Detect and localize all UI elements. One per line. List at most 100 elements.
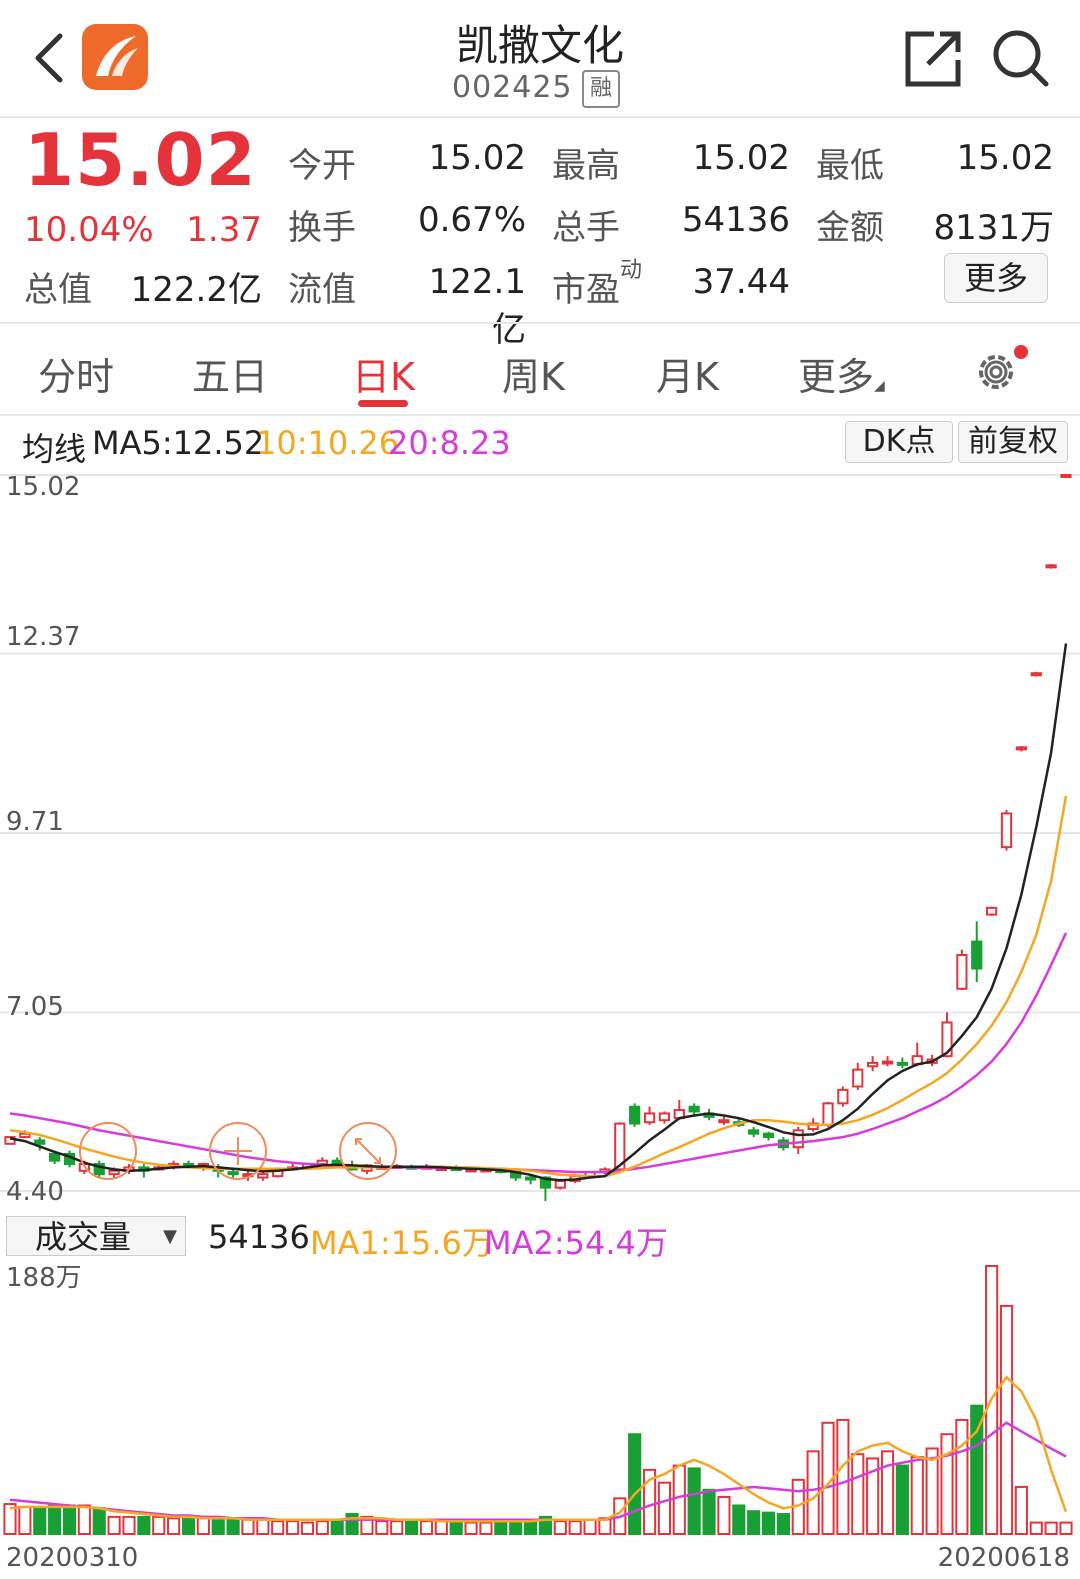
volume-bar xyxy=(390,1520,404,1536)
volume-bar xyxy=(895,1464,909,1535)
indicator-select-label: 成交量 xyxy=(35,1218,132,1256)
notification-dot xyxy=(1014,345,1028,359)
volume-bar xyxy=(642,1468,657,1535)
volume-bar xyxy=(851,1453,865,1535)
candle xyxy=(881,1060,894,1065)
y-tick-label: 12.37 xyxy=(6,622,80,652)
event-marker-icon[interactable] xyxy=(79,1122,137,1180)
volume-bar xyxy=(226,1518,240,1536)
more-quote-button[interactable]: 更多 xyxy=(944,253,1048,303)
stock-code: 002425 xyxy=(452,70,573,105)
volume-bar xyxy=(449,1520,463,1536)
volume-bar xyxy=(880,1450,895,1536)
event-marker-plus-icon[interactable] xyxy=(209,1122,267,1180)
volume-bar xyxy=(761,1511,776,1535)
candle xyxy=(807,1122,819,1130)
tab-weekly-k[interactable]: 周K xyxy=(502,355,565,399)
candle xyxy=(852,1068,864,1088)
volume-bar xyxy=(181,1517,196,1536)
dk-point-button[interactable]: DK点 xyxy=(845,421,953,463)
volume-bar xyxy=(211,1518,225,1536)
header-bar: 凯撒文化 002425 融 xyxy=(0,0,1080,118)
pe-superscript: 动 xyxy=(620,258,643,283)
ma5-line xyxy=(9,643,1068,1182)
ma20-line xyxy=(9,932,1068,1174)
divider xyxy=(0,414,1080,416)
tab-five-day[interactable]: 五日 xyxy=(192,355,269,399)
margin-badge: 融 xyxy=(582,70,620,108)
volume-bar xyxy=(3,1503,17,1535)
kline-chart[interactable]: 15.02 12.37 9.71 7.05 4.40 xyxy=(0,465,1080,1210)
volume-bar xyxy=(910,1456,924,1535)
volume-bar xyxy=(18,1505,32,1535)
volume-bar xyxy=(687,1467,701,1536)
pe-value: 37.44 xyxy=(692,262,790,302)
volume-bar xyxy=(92,1507,106,1535)
candle xyxy=(748,1129,760,1135)
current-price: 15.02 xyxy=(24,118,257,202)
volume-bar xyxy=(241,1518,255,1536)
tab-intraday[interactable]: 分时 xyxy=(38,355,115,399)
indicator-select[interactable]: 成交量 ▼ xyxy=(6,1216,186,1256)
volume-bar xyxy=(1044,1521,1058,1535)
candle xyxy=(34,1139,46,1145)
volume-bar xyxy=(464,1521,478,1535)
volume-bar xyxy=(405,1520,419,1536)
forward-adjust-button[interactable]: 前复权 xyxy=(958,421,1068,463)
gear-icon[interactable] xyxy=(972,348,1020,396)
candle xyxy=(1045,564,1057,569)
volume-bar xyxy=(940,1433,954,1535)
volume-bar xyxy=(167,1517,181,1536)
volume-bar xyxy=(717,1495,731,1536)
volume-bar xyxy=(107,1515,121,1535)
candle xyxy=(941,1021,953,1058)
candle xyxy=(986,906,998,916)
change-amount: 1.37 xyxy=(186,210,262,250)
y-tick-label: 7.05 xyxy=(6,992,64,1022)
chevron-down-icon: ▼ xyxy=(163,1226,177,1247)
volume-bar xyxy=(538,1515,553,1535)
share-icon[interactable] xyxy=(900,28,966,88)
volume-bar xyxy=(494,1521,508,1535)
tab-daily-k[interactable]: 日K xyxy=(352,355,415,399)
volume-ma2: MA2:54.4万 xyxy=(484,1224,668,1262)
volume-bar xyxy=(1059,1521,1073,1535)
tab-monthly-k[interactable]: 月K xyxy=(656,355,719,399)
open-value: 15.02 xyxy=(428,138,526,178)
candle xyxy=(629,1105,641,1125)
volume-bar xyxy=(479,1521,493,1535)
candle xyxy=(792,1129,804,1149)
event-marker-expand-icon[interactable] xyxy=(339,1122,397,1180)
ma10-line xyxy=(9,795,1068,1178)
pe-label: 市盈 xyxy=(552,270,620,310)
float-value-label: 流值 xyxy=(288,270,356,310)
search-icon[interactable] xyxy=(990,26,1050,90)
volume-bar xyxy=(375,1520,389,1536)
volume-bar xyxy=(330,1518,344,1536)
candle xyxy=(718,1119,730,1124)
volume-bar xyxy=(196,1517,210,1536)
app-logo-icon[interactable] xyxy=(82,24,148,90)
volume-current: 54136 xyxy=(208,1218,310,1256)
volume-chart[interactable]: 188万 20200310 20200618 xyxy=(0,1258,1080,1579)
tab-more[interactable]: 更多◢ xyxy=(798,346,885,401)
volume-value: 54136 xyxy=(681,200,790,240)
event-markers[interactable] xyxy=(79,1122,397,1180)
volume-bar xyxy=(77,1504,91,1536)
volume-bar xyxy=(925,1447,939,1535)
candle xyxy=(837,1088,849,1105)
amount-value: 8131万 xyxy=(933,208,1054,248)
candle xyxy=(19,1132,31,1139)
candle xyxy=(658,1112,671,1122)
back-icon[interactable] xyxy=(30,30,70,86)
volume-bar xyxy=(137,1515,151,1535)
volume-label: 总手 xyxy=(552,208,620,248)
end-date-label: 20200618 xyxy=(938,1543,1070,1573)
volume-bar xyxy=(732,1504,746,1536)
y-tick-label: 15.02 xyxy=(6,472,80,502)
volume-bar xyxy=(315,1520,329,1536)
volume-bar xyxy=(152,1515,166,1535)
volume-bars xyxy=(3,1265,1073,1536)
volume-bar xyxy=(62,1504,77,1536)
candle xyxy=(108,1169,120,1176)
